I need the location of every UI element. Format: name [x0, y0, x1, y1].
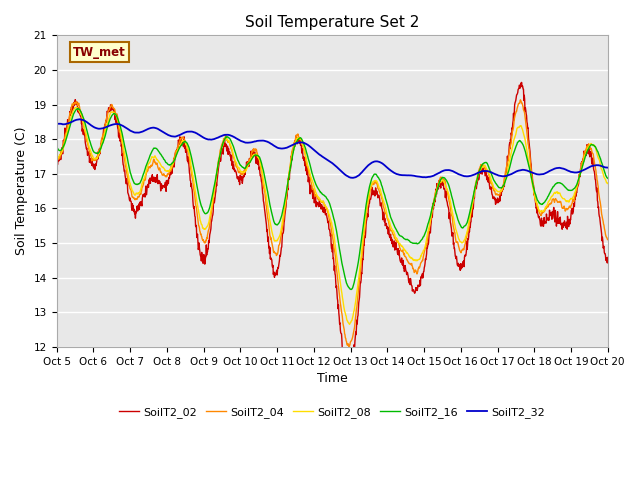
SoilT2_16	[539, 201, 547, 206]
SoilT2_16	[348, 287, 355, 292]
SoilT2_16	[490, 178, 498, 184]
SoilT2_02	[52, 161, 60, 167]
SoilT2_16	[419, 236, 426, 242]
SoilT2_04	[346, 344, 353, 350]
Line: SoilT2_32: SoilT2_32	[56, 119, 608, 178]
SoilT2_32	[604, 165, 612, 170]
SoilT2_04	[237, 171, 244, 177]
SoilT2_04	[418, 258, 426, 264]
SoilT2_32	[419, 174, 426, 180]
SoilT2_04	[175, 140, 183, 146]
SoilT2_16	[175, 145, 183, 151]
SoilT2_08	[346, 322, 353, 327]
SoilT2_32	[539, 171, 547, 177]
SoilT2_16	[163, 160, 170, 166]
SoilT2_16	[604, 175, 612, 181]
Line: SoilT2_08: SoilT2_08	[56, 108, 608, 324]
Legend: SoilT2_02, SoilT2_04, SoilT2_08, SoilT2_16, SoilT2_32: SoilT2_02, SoilT2_04, SoilT2_08, SoilT2_…	[115, 402, 550, 422]
SoilT2_16	[237, 163, 245, 168]
Text: TW_met: TW_met	[73, 46, 126, 59]
SoilT2_04	[490, 186, 498, 192]
SoilT2_04	[516, 97, 524, 103]
SoilT2_32	[237, 138, 245, 144]
SoilT2_32	[163, 131, 170, 137]
Title: Soil Temperature Set 2: Soil Temperature Set 2	[245, 15, 419, 30]
SoilT2_08	[604, 180, 612, 186]
SoilT2_02	[418, 275, 426, 280]
SoilT2_32	[490, 171, 498, 177]
SoilT2_04	[52, 155, 60, 161]
SoilT2_32	[175, 132, 183, 138]
SoilT2_16	[52, 145, 60, 151]
SoilT2_02	[518, 80, 525, 85]
SoilT2_04	[604, 237, 612, 242]
SoilT2_08	[52, 155, 60, 161]
Line: SoilT2_04: SoilT2_04	[56, 100, 608, 347]
SoilT2_04	[162, 173, 170, 179]
SoilT2_02	[162, 185, 170, 191]
SoilT2_08	[72, 105, 80, 110]
SoilT2_32	[349, 175, 356, 181]
SoilT2_16	[74, 106, 81, 111]
Line: SoilT2_02: SoilT2_02	[56, 83, 608, 376]
SoilT2_08	[419, 250, 426, 256]
SoilT2_08	[490, 185, 498, 191]
Y-axis label: Soil Temperature (C): Soil Temperature (C)	[15, 127, 28, 255]
SoilT2_02	[490, 194, 498, 200]
SoilT2_32	[52, 121, 60, 127]
SoilT2_02	[344, 373, 352, 379]
SoilT2_08	[175, 144, 183, 150]
SoilT2_02	[175, 142, 183, 147]
SoilT2_32	[76, 116, 83, 122]
SoilT2_04	[539, 209, 547, 215]
SoilT2_02	[539, 218, 547, 224]
SoilT2_08	[237, 169, 245, 175]
SoilT2_02	[604, 254, 612, 260]
X-axis label: Time: Time	[317, 372, 348, 385]
SoilT2_02	[237, 175, 244, 181]
SoilT2_08	[163, 168, 170, 174]
SoilT2_08	[539, 208, 547, 214]
Line: SoilT2_16: SoilT2_16	[56, 108, 608, 289]
